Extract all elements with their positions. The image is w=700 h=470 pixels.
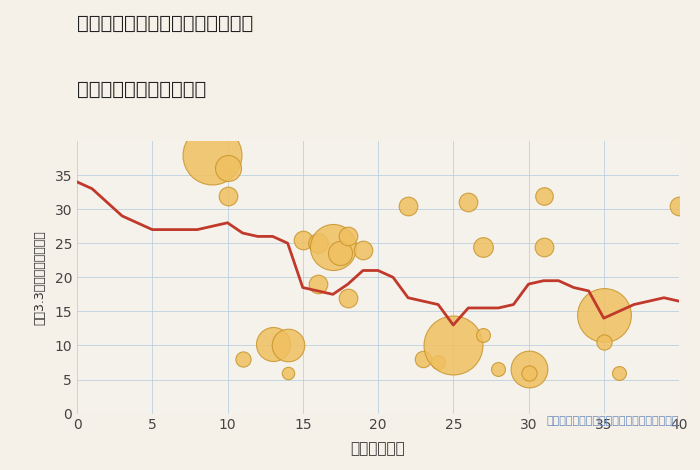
Text: 福岡県京都郡みやこ町犀川末江の: 福岡県京都郡みやこ町犀川末江の — [77, 14, 253, 33]
Point — [222, 164, 233, 172]
Point — [538, 192, 549, 199]
Point — [282, 369, 293, 376]
Point — [673, 202, 685, 210]
Point — [335, 250, 346, 257]
Point — [523, 366, 534, 373]
Point — [312, 239, 323, 247]
Point — [222, 192, 233, 199]
Point — [477, 243, 489, 251]
Point — [312, 280, 323, 288]
Point — [282, 342, 293, 349]
Point — [207, 151, 218, 158]
Point — [342, 294, 354, 302]
Point — [417, 355, 428, 363]
Text: 円の大きさは、取引のあった物件面積を示す: 円の大きさは、取引のあった物件面積を示す — [547, 416, 679, 426]
Point — [463, 198, 474, 206]
Point — [328, 243, 339, 251]
Text: 築年数別中古戸建て価格: 築年数別中古戸建て価格 — [77, 80, 206, 99]
Point — [538, 243, 549, 251]
Point — [237, 355, 248, 363]
Point — [267, 340, 278, 348]
Point — [598, 338, 609, 346]
Point — [433, 359, 444, 366]
Point — [297, 236, 308, 243]
X-axis label: 築年数（年）: 築年数（年） — [351, 441, 405, 456]
Point — [357, 246, 368, 254]
Point — [613, 369, 624, 376]
Point — [493, 366, 504, 373]
Point — [342, 233, 354, 240]
Point — [477, 331, 489, 339]
Point — [402, 202, 414, 210]
Point — [523, 369, 534, 376]
Y-axis label: 坪（3.3㎡）単価（万円）: 坪（3.3㎡）単価（万円） — [33, 230, 46, 325]
Point — [448, 342, 459, 349]
Point — [598, 311, 609, 319]
